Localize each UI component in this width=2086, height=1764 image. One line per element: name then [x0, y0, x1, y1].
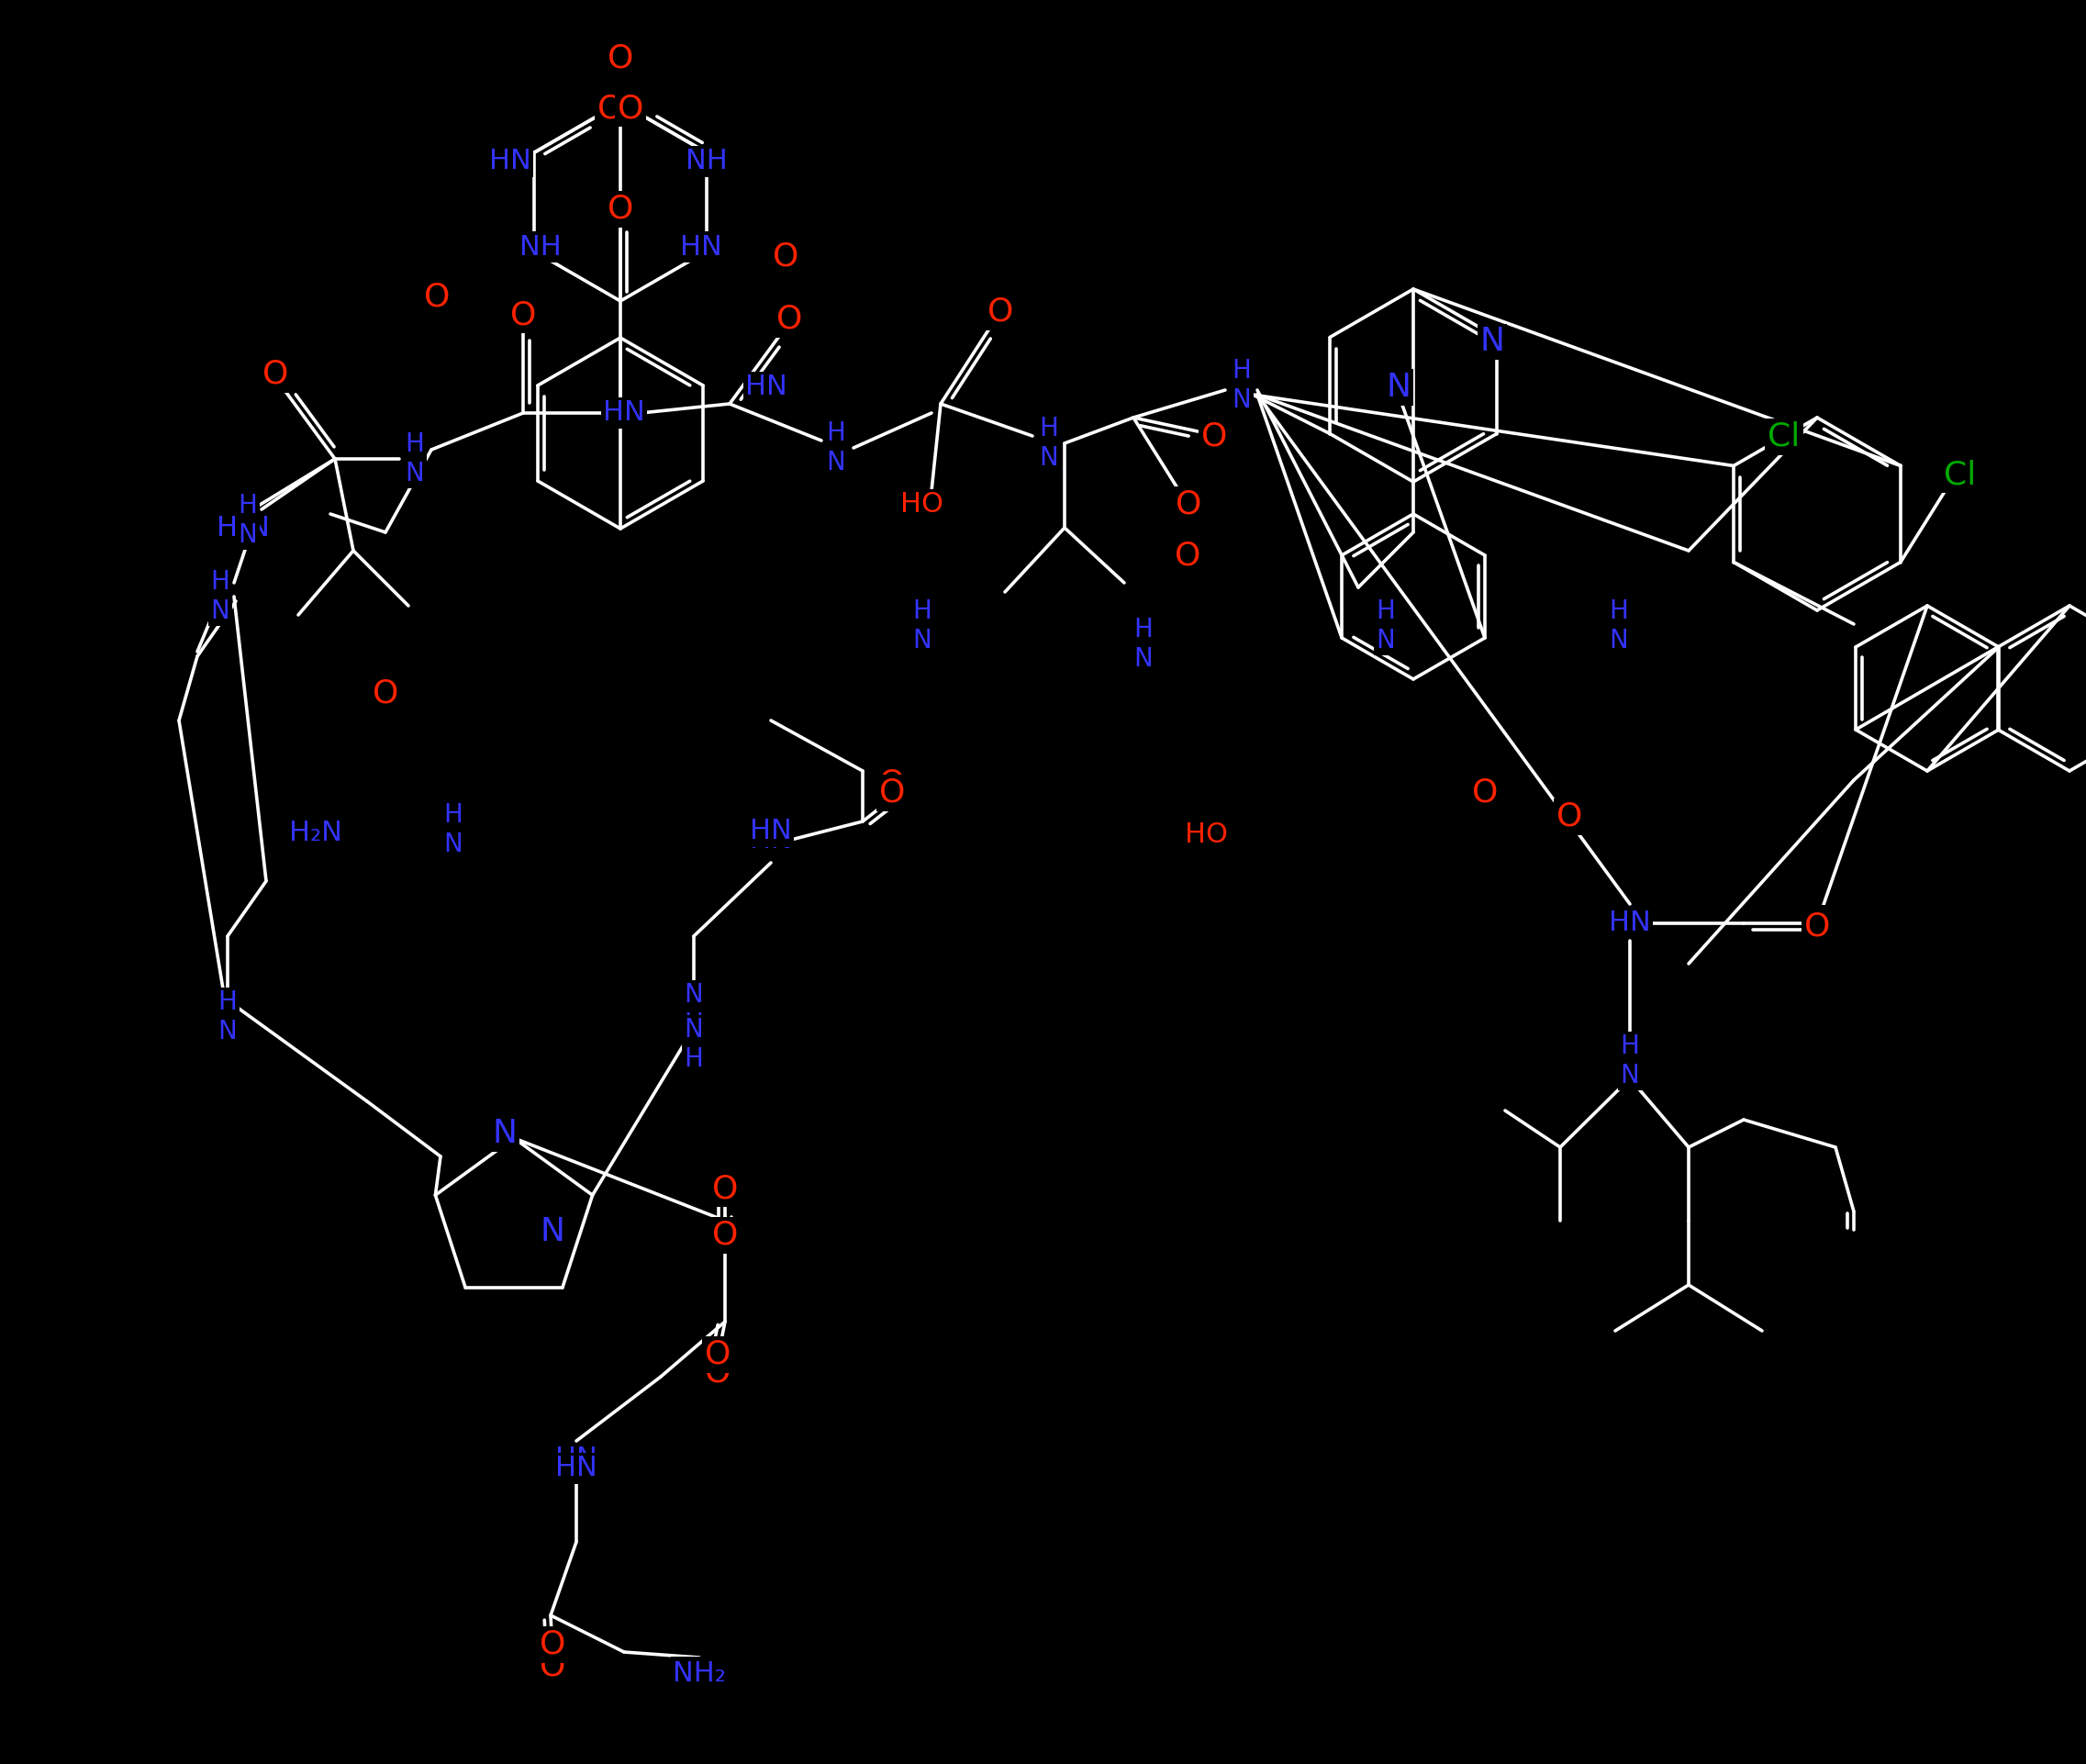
Text: O: O: [878, 767, 905, 799]
Text: O: O: [540, 1651, 565, 1683]
Text: O: O: [540, 1630, 565, 1660]
Text: H
N: H N: [914, 598, 932, 654]
Text: HO: HO: [901, 492, 943, 519]
Text: HN: HN: [680, 233, 722, 261]
Text: H
N: H N: [1621, 1034, 1640, 1088]
Text: O: O: [987, 296, 1014, 328]
Text: O: O: [1174, 489, 1202, 520]
Text: H
N: H N: [1039, 416, 1058, 471]
Text: HN: HN: [1608, 910, 1650, 937]
Text: O: O: [711, 1173, 738, 1205]
Text: O: O: [373, 677, 398, 709]
Text: O: O: [1804, 912, 1829, 942]
Text: HN: HN: [555, 1446, 597, 1473]
Text: O: O: [1174, 540, 1202, 572]
Text: O: O: [776, 303, 803, 335]
Text: O: O: [1804, 908, 1829, 938]
Text: H
N: H N: [1233, 358, 1252, 413]
Text: NH₂: NH₂: [674, 1658, 726, 1686]
Text: NH: NH: [519, 233, 561, 261]
Text: N: N: [1387, 372, 1410, 402]
Text: O: O: [711, 1219, 738, 1251]
Text: HN: HN: [1608, 910, 1650, 937]
Text: H
N: H N: [219, 990, 238, 1044]
Text: Cl: Cl: [1769, 422, 1800, 453]
Text: HN: HN: [749, 818, 793, 845]
Text: H
N: H N: [444, 803, 463, 857]
Text: HN: HN: [555, 1455, 597, 1482]
Text: O: O: [878, 778, 905, 808]
Text: H
N: H N: [238, 492, 257, 549]
Text: O: O: [772, 242, 799, 273]
Text: O: O: [1556, 801, 1583, 833]
Text: HN: HN: [745, 374, 786, 400]
Text: NH: NH: [686, 148, 728, 175]
Text: HN: HN: [749, 827, 793, 854]
Text: O: O: [705, 1339, 730, 1371]
Text: H₂N: H₂N: [290, 820, 342, 847]
Text: N: N: [492, 1118, 517, 1148]
Text: H
N: H N: [826, 420, 845, 476]
Text: O: O: [511, 300, 536, 330]
Text: O: O: [597, 93, 624, 123]
Text: O: O: [1202, 420, 1227, 452]
Text: H
N: H N: [211, 568, 229, 624]
Text: N: N: [1479, 326, 1504, 358]
Text: O: O: [423, 282, 451, 312]
Text: HO: HO: [1185, 822, 1227, 848]
Text: O: O: [607, 42, 634, 74]
Text: H₂N: H₂N: [217, 515, 269, 542]
Text: O: O: [263, 358, 288, 390]
Text: H
N: H N: [1377, 598, 1396, 654]
Text: O: O: [705, 1358, 730, 1388]
Text: HN: HN: [603, 400, 645, 427]
Text: N: N: [540, 1215, 565, 1247]
Text: O: O: [607, 194, 634, 224]
Text: HN: HN: [490, 148, 532, 175]
Text: Cl: Cl: [1944, 459, 1975, 490]
Text: O: O: [617, 93, 645, 123]
Text: NH₂: NH₂: [674, 1660, 726, 1688]
Text: N
H: N H: [684, 1016, 703, 1073]
Text: N
H: N H: [684, 983, 703, 1037]
Text: H
N: H N: [1621, 1034, 1640, 1088]
Text: H
N: H N: [219, 990, 238, 1044]
Text: O: O: [1473, 778, 1498, 808]
Text: H
N: H N: [405, 430, 423, 487]
Text: H
N: H N: [1608, 598, 1629, 654]
Text: H
N: H N: [1135, 617, 1154, 672]
